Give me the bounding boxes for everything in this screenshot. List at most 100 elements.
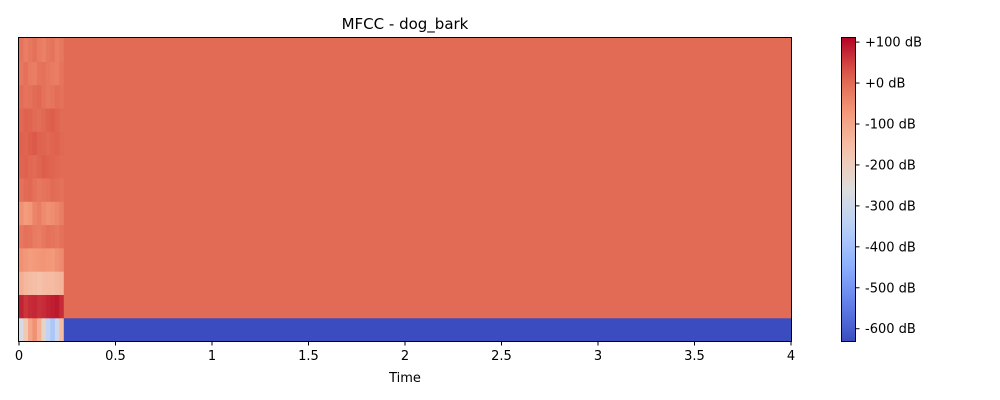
heatmap-cell	[36, 224, 42, 249]
heatmap-cell	[41, 294, 47, 319]
heatmap-cell	[50, 107, 56, 132]
heatmap-cell	[59, 201, 65, 226]
x-tick-label: 3	[594, 349, 602, 364]
x-tick-label: 2	[401, 349, 409, 364]
heatmap-cell	[59, 271, 65, 295]
heatmap-cell	[45, 294, 51, 319]
heatmap-cell	[19, 271, 25, 295]
heatmap-cell	[63, 247, 791, 272]
heatmap-cell	[45, 107, 51, 132]
colorbar-frame	[841, 37, 856, 342]
x-tick-label: 1.5	[298, 349, 319, 364]
heatmap-cell	[45, 271, 51, 295]
heatmap-cell	[23, 154, 29, 179]
heatmap-cell	[45, 61, 51, 86]
heatmap-cell	[59, 131, 65, 156]
heatmap-cell	[23, 38, 29, 62]
heatmap-cell	[59, 177, 65, 202]
heatmap-cell	[59, 224, 65, 249]
heatmap-cell	[59, 294, 65, 319]
heatmap-cell	[32, 317, 38, 342]
heatmap-cell	[32, 84, 38, 109]
heatmap-cell	[45, 38, 51, 62]
colorbar	[841, 38, 855, 341]
heatmap-cell	[59, 317, 65, 342]
heatmap-cell	[27, 201, 34, 226]
heatmap-cell	[63, 154, 791, 179]
heatmap-cell	[54, 224, 60, 249]
heatmap-cell	[45, 224, 51, 249]
heatmap-cell	[27, 107, 34, 132]
heatmap-cell	[54, 107, 60, 132]
heatmap-cell	[19, 38, 25, 62]
heatmap-cell	[63, 294, 791, 319]
heatmap-cell	[27, 131, 34, 156]
heatmap-cell	[63, 271, 791, 295]
heatmap-cell	[63, 224, 791, 249]
heatmap-cell	[54, 131, 60, 156]
heatmap-cell	[41, 61, 47, 86]
heatmap-cell	[19, 317, 25, 342]
chart-title: MFCC - dog_bark	[342, 15, 469, 34]
heatmap-cell	[32, 107, 38, 132]
heatmap-cell	[19, 84, 25, 109]
heatmap-cell	[59, 247, 65, 272]
heatmap-cell	[36, 201, 42, 226]
colorbar-tick-label: -600 dB	[865, 322, 916, 337]
heatmap-cell	[27, 294, 34, 319]
heatmap-cell	[27, 84, 34, 109]
heatmap-cell	[19, 154, 25, 179]
heatmap-cell	[19, 61, 25, 86]
heatmap-cell	[45, 177, 51, 202]
heatmap-cell	[32, 224, 38, 249]
heatmap-cell	[54, 271, 60, 295]
heatmap-cell	[32, 61, 38, 86]
heatmap-cell	[41, 107, 47, 132]
heatmap-cell	[19, 177, 25, 202]
heatmap-cell	[27, 317, 34, 342]
heatmap-cell	[41, 131, 47, 156]
heatmap-cell	[19, 224, 25, 249]
heatmap-cell	[19, 107, 25, 132]
colorbar-tick-label: -100 dB	[865, 117, 916, 132]
heatmap-cell	[41, 224, 47, 249]
heatmap-cell	[23, 201, 29, 226]
heatmap-cell	[54, 201, 60, 226]
heatmap-cell	[63, 107, 791, 132]
heatmap-cell	[63, 201, 791, 226]
heatmap-cell	[41, 247, 47, 272]
heatmap-cell	[23, 61, 29, 86]
heatmap-cell	[63, 38, 791, 62]
heatmap-cell	[23, 247, 29, 272]
heatmap-cell	[59, 84, 65, 109]
heatmap-cell	[41, 201, 47, 226]
heatmap-cell	[59, 154, 65, 179]
heatmap-cell	[59, 107, 65, 132]
heatmap-cell	[54, 61, 60, 86]
heatmap-cell	[50, 201, 56, 226]
heatmap-cell	[54, 294, 60, 319]
heatmap-cell	[19, 131, 25, 156]
heatmap-cell	[19, 247, 25, 272]
heatmap-cell	[27, 154, 34, 179]
x-tick-label: 4	[787, 349, 795, 364]
heatmap-cell	[36, 177, 42, 202]
heatmap-cell	[41, 84, 47, 109]
heatmap-cell	[41, 271, 47, 295]
heatmap-cell	[27, 247, 34, 272]
x-tick-label: 0.5	[105, 349, 126, 364]
heatmap-cell	[27, 61, 34, 86]
heatmap-cell	[36, 38, 42, 62]
heatmap-cell	[50, 247, 56, 272]
x-tick-label: 2.5	[491, 349, 512, 364]
heatmap-cell	[41, 154, 47, 179]
heatmap-cell	[63, 131, 791, 156]
heatmap-cell	[45, 131, 51, 156]
heatmap-cell	[36, 61, 42, 86]
x-tick-label: 3.5	[684, 349, 705, 364]
heatmap-cell	[27, 38, 34, 62]
colorbar-tick-label: -400 dB	[865, 240, 916, 255]
colorbar-axis: +100 dB +0 dB -100 dB -200 dB -300 dB -400 dB…	[855, 36, 922, 337]
heatmap-cell	[32, 271, 38, 295]
